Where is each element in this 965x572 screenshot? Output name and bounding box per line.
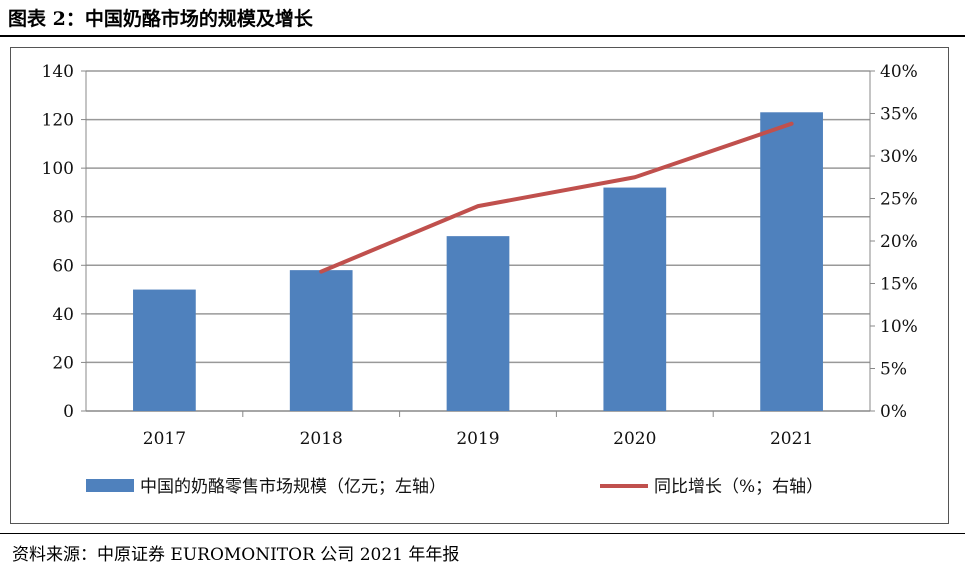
- legend-bar-swatch: [86, 479, 134, 492]
- x-tick-label: 2017: [143, 429, 186, 449]
- right-tick-label: 0%: [880, 402, 907, 422]
- legend-bar-label: 中国的奶酪零售市场规模（亿元；左轴）: [140, 477, 446, 497]
- title-divider: [0, 35, 965, 37]
- left-tick-label: 0: [63, 402, 74, 422]
- right-tick-label: 30%: [880, 147, 918, 167]
- chart-frame: [10, 47, 949, 524]
- x-tick-label: 2018: [300, 429, 343, 449]
- right-tick-label: 20%: [880, 232, 918, 252]
- right-tick-label: 25%: [880, 190, 918, 210]
- left-tick-label: 140: [42, 62, 74, 82]
- right-tick-label: 10%: [880, 317, 918, 337]
- source-note: 资料来源：中原证券 EUROMONITOR 公司 2021 年年报: [12, 545, 460, 565]
- legend-line-label: 同比增长（%；右轴）: [654, 477, 823, 497]
- growth-line: [319, 121, 794, 274]
- x-tick-label: 2021: [770, 429, 813, 449]
- left-tick-label: 40: [52, 305, 74, 325]
- right-tick-label: 5%: [880, 360, 907, 380]
- x-tick-label: 2020: [613, 429, 656, 449]
- bar-2019: [446, 236, 510, 411]
- x-tick-label: 2019: [456, 429, 499, 449]
- left-tick-label: 20: [52, 353, 74, 373]
- footer-divider: [0, 533, 965, 534]
- bar-2017: [133, 289, 196, 411]
- left-tick-label: 80: [52, 208, 74, 228]
- chart-title: 图表 2：中国奶酪市场的规模及增长: [8, 8, 313, 30]
- bar-2018: [289, 270, 353, 411]
- left-tick-label: 60: [52, 256, 74, 276]
- left-tick-label: 120: [42, 111, 74, 131]
- right-tick-label: 15%: [880, 275, 918, 295]
- right-tick-label: 40%: [880, 62, 918, 82]
- bar-2021: [760, 112, 823, 412]
- bar-2020: [603, 187, 667, 411]
- left-tick-label: 100: [42, 159, 74, 179]
- right-tick-label: 35%: [880, 105, 918, 125]
